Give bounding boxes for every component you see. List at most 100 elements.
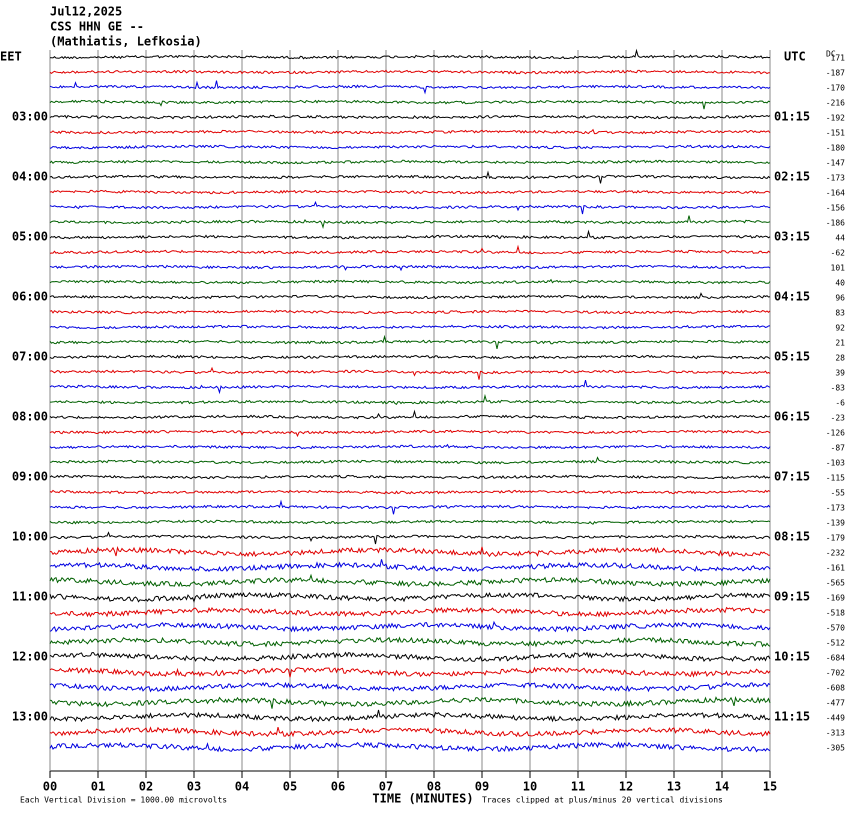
dc-offset: -192 bbox=[826, 114, 845, 123]
dc-offset: -103 bbox=[826, 459, 845, 468]
seismic-trace bbox=[49, 606, 771, 618]
right-time-label: 09:15 bbox=[774, 590, 810, 604]
dc-offset: 101 bbox=[831, 264, 846, 273]
seismic-trace bbox=[49, 620, 771, 633]
seismic-trace bbox=[49, 159, 771, 165]
right-time-label: 05:15 bbox=[774, 350, 810, 364]
seismic-trace bbox=[49, 144, 771, 150]
seismic-trace bbox=[49, 278, 771, 285]
x-tick-label: 14 bbox=[715, 780, 729, 794]
dc-offset: 83 bbox=[835, 309, 845, 318]
dc-offset: -164 bbox=[826, 189, 845, 198]
dc-offset: -23 bbox=[831, 414, 846, 423]
seismic-trace bbox=[49, 244, 771, 255]
seismic-trace bbox=[49, 741, 771, 753]
dc-label: DC bbox=[826, 50, 836, 59]
dc-offset: -55 bbox=[831, 489, 846, 498]
seismic-trace bbox=[49, 292, 771, 300]
dc-offset: -180 bbox=[826, 144, 845, 153]
left-time-label: 05:00 bbox=[12, 230, 48, 244]
dc-offset: -161 bbox=[826, 564, 845, 573]
right-time-label: 02:15 bbox=[774, 170, 810, 184]
seismic-trace bbox=[49, 170, 771, 184]
left-time-label: 03:00 bbox=[12, 110, 48, 124]
seismic-trace bbox=[49, 489, 771, 495]
seismic-trace bbox=[49, 309, 771, 315]
dc-offset: -173 bbox=[826, 174, 845, 183]
dc-offset: -173 bbox=[826, 504, 845, 513]
x-tick-label: 02 bbox=[139, 780, 153, 794]
left-time-label: 06:00 bbox=[12, 290, 48, 304]
seismic-trace bbox=[49, 519, 771, 525]
dc-offset: -608 bbox=[826, 684, 845, 693]
seismic-trace bbox=[49, 443, 771, 450]
dc-offset: -187 bbox=[826, 69, 845, 78]
dc-offset: -313 bbox=[826, 729, 845, 738]
seismic-trace bbox=[49, 379, 771, 395]
dc-offset: -684 bbox=[826, 654, 845, 663]
right-time-label: 03:15 bbox=[774, 230, 810, 244]
right-time-label: 07:15 bbox=[774, 470, 810, 484]
seismic-trace bbox=[49, 215, 771, 230]
seismic-trace bbox=[49, 114, 771, 120]
dc-offset: 21 bbox=[835, 339, 845, 348]
dc-offset: -179 bbox=[826, 534, 845, 543]
dc-offset: -169 bbox=[826, 594, 845, 603]
header-line: CSS HHN GE -- bbox=[50, 20, 144, 34]
dc-offset: 39 bbox=[835, 369, 845, 378]
seismic-trace bbox=[49, 200, 771, 215]
dc-offset: 40 bbox=[835, 279, 845, 288]
right-time-label: 01:15 bbox=[774, 110, 810, 124]
right-time-label: 04:15 bbox=[774, 290, 810, 304]
x-tick-label: 03 bbox=[187, 780, 201, 794]
seismic-trace bbox=[49, 366, 771, 380]
header-line: (Mathiatis, Lefkosia) bbox=[50, 35, 202, 49]
seismic-trace bbox=[49, 559, 771, 573]
seismic-trace bbox=[49, 666, 771, 678]
dc-offset: -151 bbox=[826, 129, 845, 138]
left-time-label: 08:00 bbox=[12, 410, 48, 424]
seismic-trace bbox=[49, 189, 771, 195]
x-tick-label: 12 bbox=[619, 780, 633, 794]
dc-offset: -115 bbox=[826, 474, 845, 483]
seismic-trace bbox=[49, 709, 771, 723]
seismic-trace bbox=[49, 591, 771, 603]
right-time-label: 11:15 bbox=[774, 710, 810, 724]
x-tick-label: 09 bbox=[475, 780, 489, 794]
dc-offset: -565 bbox=[826, 579, 845, 588]
left-time-label: 10:00 bbox=[12, 530, 48, 544]
seismic-trace bbox=[49, 80, 771, 95]
left-time-label: 09:00 bbox=[12, 470, 48, 484]
dc-offset: -477 bbox=[826, 699, 845, 708]
dc-offset: -126 bbox=[826, 429, 845, 438]
dc-offset: -170 bbox=[826, 84, 845, 93]
x-tick-label: 15 bbox=[763, 780, 777, 794]
dc-offset: -216 bbox=[826, 99, 845, 108]
x-tick-label: 04 bbox=[235, 780, 249, 794]
right-time-label: UTC bbox=[784, 50, 806, 64]
dc-offset: 171 bbox=[831, 54, 846, 63]
left-time-label: 12:00 bbox=[12, 650, 48, 664]
x-tick-label: 07 bbox=[379, 780, 393, 794]
dc-offset: 28 bbox=[835, 354, 845, 363]
seismic-trace bbox=[49, 264, 771, 272]
left-time-label: 04:00 bbox=[12, 170, 48, 184]
seismic-trace bbox=[49, 499, 771, 515]
seismic-trace bbox=[49, 651, 771, 662]
seismic-trace bbox=[49, 334, 771, 350]
seismic-trace bbox=[49, 726, 771, 738]
dc-offset: 92 bbox=[835, 324, 845, 333]
dc-offset: -518 bbox=[826, 609, 845, 618]
dc-offset: -87 bbox=[831, 444, 846, 453]
seismic-trace bbox=[49, 324, 771, 330]
seismic-trace bbox=[50, 48, 771, 60]
dc-offset: -186 bbox=[826, 219, 845, 228]
seismic-trace bbox=[49, 229, 771, 240]
dc-offset: -156 bbox=[826, 204, 845, 213]
dc-offset: 96 bbox=[835, 294, 845, 303]
dc-offset: -139 bbox=[826, 519, 845, 528]
dc-offset: -305 bbox=[826, 744, 845, 753]
dc-offset: -512 bbox=[826, 639, 845, 648]
x-tick-label: 05 bbox=[283, 780, 297, 794]
